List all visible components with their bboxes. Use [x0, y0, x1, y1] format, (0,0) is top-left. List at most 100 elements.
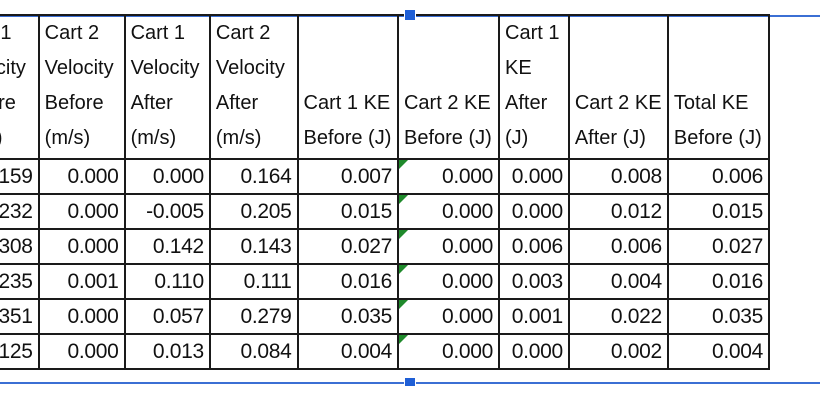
- column-header-line: Cart 2 KE: [574, 92, 662, 114]
- column-header-line: (m/s): [130, 127, 177, 149]
- column-header[interactable]: Cart 2 Velocity After (m/s): [208, 14, 299, 160]
- table-cell[interactable]: 0.006: [498, 228, 570, 265]
- table-cell[interactable]: 0.000: [396, 228, 501, 265]
- table-cell[interactable]: 0.004: [666, 333, 771, 370]
- column-header[interactable]: Cart 1 KE Before (J): [296, 14, 399, 160]
- comment-indicator-icon[interactable]: [398, 195, 408, 204]
- column-header[interactable]: Cart 2 KE After (J): [567, 14, 669, 160]
- comment-indicator-icon[interactable]: [398, 300, 408, 309]
- table-row: 0.3080.0000.1420.1430.0270.0000.0060.006…: [0, 228, 771, 265]
- table-cell[interactable]: 0.001: [37, 263, 126, 300]
- table-row: 0.3510.0000.0570.2790.0350.0000.0010.022…: [0, 298, 771, 335]
- table-cell[interactable]: 0.015: [296, 193, 399, 230]
- table-cell[interactable]: 0.000: [498, 333, 570, 370]
- table-cell[interactable]: 0.000: [396, 333, 501, 370]
- table-cell[interactable]: 0.002: [567, 333, 669, 370]
- table-row: 0.1250.0000.0130.0840.0040.0000.0000.002…: [0, 333, 771, 370]
- table-cell[interactable]: 0.000: [498, 193, 570, 230]
- table-row: 0.1590.0000.0000.1640.0070.0000.0000.008…: [0, 158, 771, 195]
- column-header[interactable]: Cart 2 Velocity Before (m/s): [37, 14, 126, 160]
- table-cell[interactable]: 0.035: [296, 298, 399, 335]
- table-cell[interactable]: -0.005: [123, 193, 211, 230]
- column-header-line: Before: [44, 92, 104, 114]
- column-header-line: Total KE: [673, 92, 749, 114]
- table-cell[interactable]: 0.000: [37, 158, 126, 195]
- table-cell[interactable]: 0.125: [0, 333, 40, 370]
- column-header-line: KE: [505, 57, 532, 79]
- table-cell[interactable]: 0.003: [498, 263, 570, 300]
- table-cell[interactable]: 0.110: [123, 263, 211, 300]
- table-cell[interactable]: 0.000: [37, 228, 126, 265]
- table-header: Cart 1 Velocity Before (m/s) Cart 2 Velocity B…: [0, 14, 771, 160]
- table-cell[interactable]: 0.164: [208, 158, 299, 195]
- table-cell[interactable]: 0.006: [666, 158, 771, 195]
- table-cell[interactable]: 0.351: [0, 298, 40, 335]
- column-header-line: After: [215, 92, 259, 114]
- table-cell[interactable]: 0.027: [666, 228, 771, 265]
- column-header-line: Before: [0, 92, 16, 114]
- comment-indicator-icon[interactable]: [398, 335, 408, 344]
- table-cell[interactable]: 0.004: [296, 333, 399, 370]
- column-header[interactable]: Cart 1 Velocity Before (m/s): [0, 14, 40, 160]
- table-cell[interactable]: 0.000: [123, 158, 211, 195]
- table-cell[interactable]: 0.159: [0, 158, 40, 195]
- table-row: 0.2320.000-0.0050.2050.0150.0000.0000.01…: [0, 193, 771, 230]
- table-cell[interactable]: 0.006: [567, 228, 669, 265]
- comment-indicator-icon[interactable]: [398, 230, 408, 239]
- table-cell[interactable]: 0.057: [123, 298, 211, 335]
- table-cell[interactable]: 0.016: [666, 263, 771, 300]
- column-header-line: Velocity: [0, 57, 26, 79]
- table-cell[interactable]: 0.205: [208, 193, 299, 230]
- table-row: 0.2350.0010.1100.1110.0160.0000.0030.004…: [0, 263, 771, 300]
- column-header[interactable]: Cart 2 KE Before (J): [396, 14, 501, 160]
- resize-handle-top[interactable]: [404, 9, 416, 21]
- table-cell[interactable]: 0.000: [396, 193, 501, 230]
- table-cell[interactable]: 0.004: [567, 263, 669, 300]
- data-table: Cart 1 Velocity Before (m/s) Cart 2 Velocity B…: [0, 14, 771, 370]
- table-cell[interactable]: 0.035: [666, 298, 771, 335]
- column-header-line: After (J): [574, 127, 646, 149]
- column-header-line: Velocity: [215, 57, 285, 79]
- table-cell[interactable]: 0.111: [208, 263, 299, 300]
- column-header-line: Cart 1: [505, 22, 560, 44]
- comment-indicator-icon[interactable]: [398, 160, 408, 169]
- bottom-strip: [0, 386, 820, 402]
- column-header[interactable]: Total KE Before (J): [666, 14, 771, 160]
- table-cell[interactable]: 0.308: [0, 228, 40, 265]
- table-cell[interactable]: 0.007: [296, 158, 399, 195]
- table-cell[interactable]: 0.084: [208, 333, 299, 370]
- table-cell[interactable]: 0.001: [498, 298, 570, 335]
- column-header-line: (J): [505, 127, 529, 149]
- table-cell[interactable]: 0.000: [37, 333, 126, 370]
- table-cell[interactable]: 0.016: [296, 263, 399, 300]
- table-cell[interactable]: 0.000: [37, 298, 126, 335]
- table-cell[interactable]: 0.000: [396, 263, 501, 300]
- table-cell[interactable]: 0.015: [666, 193, 771, 230]
- column-header-line: Before (J): [403, 127, 492, 149]
- table-cell[interactable]: 0.142: [123, 228, 211, 265]
- column-header-line: Cart 1: [0, 22, 12, 44]
- table-cell[interactable]: 0.013: [123, 333, 211, 370]
- table-cell[interactable]: 0.279: [208, 298, 299, 335]
- column-header-line: After: [130, 92, 173, 114]
- column-header[interactable]: Cart 1 Velocity After (m/s): [123, 14, 211, 160]
- comment-indicator-icon[interactable]: [398, 265, 408, 274]
- table-cell[interactable]: 0.000: [37, 193, 126, 230]
- table-cell[interactable]: 0.143: [208, 228, 299, 265]
- column-header[interactable]: Cart 1 KE After (J): [498, 14, 570, 160]
- table-cell[interactable]: 0.000: [396, 298, 501, 335]
- table-cell[interactable]: 0.012: [567, 193, 669, 230]
- table-cell[interactable]: 0.008: [567, 158, 669, 195]
- column-header-line: Cart 2 KE: [403, 92, 491, 114]
- column-header-line: Before (J): [303, 127, 392, 149]
- table-cell[interactable]: 0.027: [296, 228, 399, 265]
- column-header-line: (m/s): [44, 127, 91, 149]
- table-cell[interactable]: 0.000: [396, 158, 501, 195]
- table-cell[interactable]: 0.235: [0, 263, 40, 300]
- table-cell[interactable]: 0.022: [567, 298, 669, 335]
- column-header-line: Cart 2: [215, 22, 271, 44]
- table-cell[interactable]: 0.232: [0, 193, 40, 230]
- table-cell[interactable]: 0.000: [498, 158, 570, 195]
- column-header-line: Velocity: [44, 57, 114, 79]
